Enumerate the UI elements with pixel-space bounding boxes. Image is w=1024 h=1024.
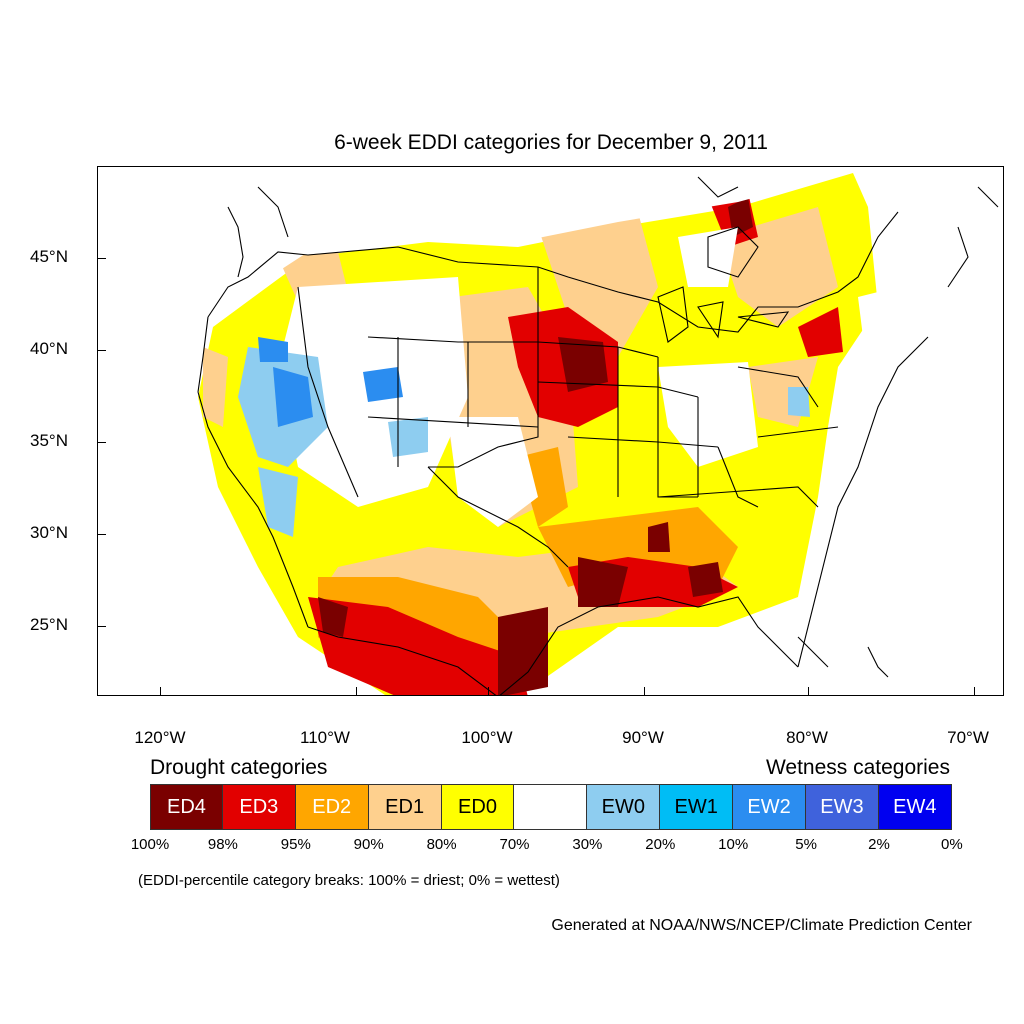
percentile-break-label: 100%	[130, 836, 170, 853]
x-tick	[808, 687, 809, 695]
lat-label-35: 35°N	[30, 431, 68, 450]
percentile-break-label: 80%	[426, 836, 457, 853]
lat-label-40: 40°N	[30, 339, 68, 358]
percentile-break-label: 10%	[718, 836, 749, 853]
percentile-break-label: 98%	[207, 836, 238, 853]
percentile-break-label: 30%	[572, 836, 603, 853]
wetness-categories-heading: Wetness categories	[765, 756, 950, 779]
map-title: 6-week EDDI categories for December 9, 2…	[334, 131, 768, 154]
legend-swatch-ed0: ED0	[441, 784, 515, 830]
ocean-mask	[98, 167, 1003, 695]
percentile-break-label: 70%	[499, 836, 530, 853]
category-legend-bar: ED4 ED3 ED2 ED1 ED0 EW0 EW1 EW2 EW3 EW4	[150, 784, 952, 830]
eddi-map	[97, 166, 1004, 696]
x-tick	[488, 687, 489, 695]
legend-swatch-ew2: EW2	[733, 784, 807, 830]
legend-swatch-ed4: ED4	[150, 784, 223, 830]
legend-swatch-ew0: EW0	[587, 784, 661, 830]
percentile-break-label: 95%	[280, 836, 311, 853]
category-breaks-note: (EDDI-percentile category breaks: 100% =…	[138, 872, 560, 889]
percentile-break-label: 5%	[795, 836, 817, 853]
drought-categories-heading: Drought categories	[150, 756, 328, 779]
lat-label-45: 45°N	[30, 247, 68, 266]
legend-swatch-ew4: EW4	[878, 784, 952, 830]
legend-swatch-normal	[514, 784, 588, 830]
x-tick	[644, 687, 645, 695]
boundary-lines	[197, 176, 999, 695]
lon-label-120w: 120°W	[134, 728, 186, 747]
y-tick	[98, 626, 106, 627]
percentile-break-label: 90%	[353, 836, 384, 853]
y-tick	[98, 350, 106, 351]
y-tick	[98, 258, 106, 259]
eddi-map-canvas	[98, 167, 1003, 695]
x-tick	[160, 687, 161, 695]
lon-label-90w: 90°W	[622, 728, 664, 747]
legend-swatch-ew3: EW3	[806, 784, 879, 830]
legend-swatch-ed2: ED2	[295, 784, 369, 830]
lon-label-100w: 100°W	[461, 728, 513, 747]
y-tick	[98, 534, 106, 535]
lat-label-30: 30°N	[30, 523, 68, 542]
x-tick	[356, 687, 357, 695]
percentile-break-label: 0%	[941, 836, 963, 853]
lon-label-80w: 80°W	[786, 728, 828, 747]
credit-text: Generated at NOAA/NWS/NCEP/Climate Predi…	[551, 917, 972, 934]
legend-swatch-ew1: EW1	[660, 784, 734, 830]
lon-label-70w: 70°W	[947, 728, 989, 747]
legend-swatch-ed1: ED1	[368, 784, 442, 830]
x-tick	[974, 687, 975, 695]
percentile-break-label: 2%	[868, 836, 890, 853]
legend-swatch-ed3: ED3	[222, 784, 296, 830]
lon-label-110w: 110°W	[300, 728, 350, 747]
lat-label-25: 25°N	[30, 615, 68, 634]
y-tick	[98, 442, 106, 443]
percentile-break-label: 20%	[645, 836, 676, 853]
